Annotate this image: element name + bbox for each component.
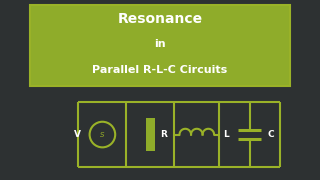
Text: Resonance: Resonance <box>117 12 203 26</box>
Text: in: in <box>154 39 166 49</box>
Text: V: V <box>74 130 81 139</box>
Bar <box>30 4 290 86</box>
Text: Parallel R-L-C Circuits: Parallel R-L-C Circuits <box>92 65 228 75</box>
Text: C: C <box>268 130 274 139</box>
Text: R: R <box>160 130 167 139</box>
Text: L: L <box>223 130 229 139</box>
Text: S: S <box>100 132 105 138</box>
Bar <box>146 118 155 151</box>
